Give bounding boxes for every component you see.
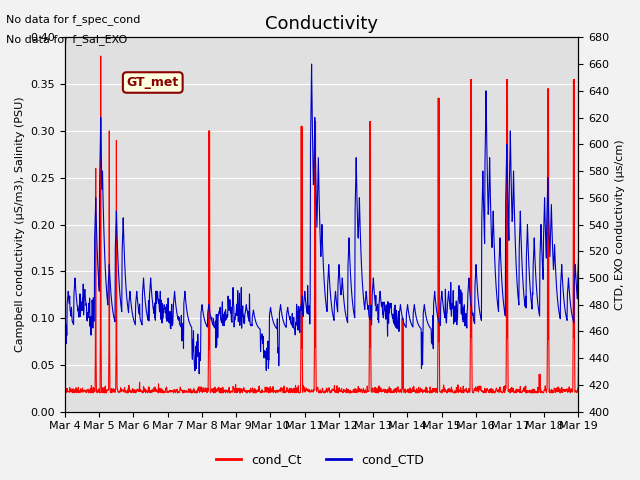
Title: Conductivity: Conductivity bbox=[265, 15, 378, 33]
Y-axis label: CTD, EXO conductivity (μs/cm): CTD, EXO conductivity (μs/cm) bbox=[615, 139, 625, 310]
Legend: cond_Ct, cond_CTD: cond_Ct, cond_CTD bbox=[211, 448, 429, 471]
Text: No data for f_Sal_EXO: No data for f_Sal_EXO bbox=[6, 34, 127, 45]
Text: No data for f_spec_cond: No data for f_spec_cond bbox=[6, 14, 141, 25]
Y-axis label: Campbell conductivity (μS/m3), Salinity (PSU): Campbell conductivity (μS/m3), Salinity … bbox=[15, 96, 25, 352]
Text: GT_met: GT_met bbox=[127, 76, 179, 89]
